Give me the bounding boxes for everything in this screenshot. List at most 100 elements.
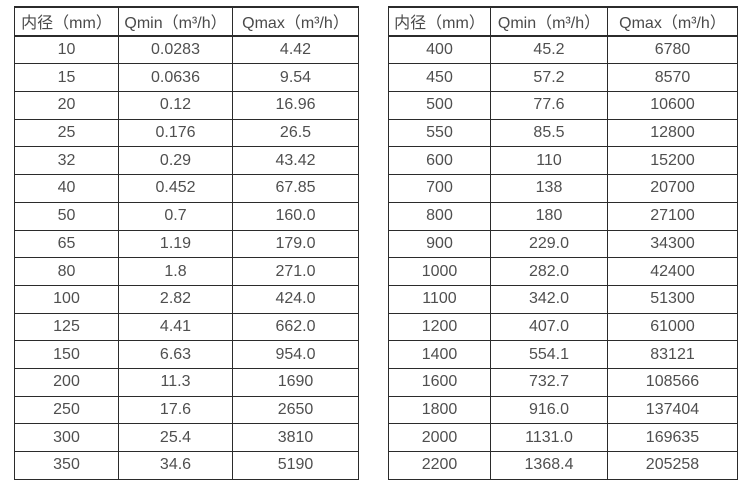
column-header: Qmax（m³/h）: [607, 6, 738, 37]
table-cell: 16.96: [232, 91, 359, 120]
table-cell: 5190: [232, 451, 359, 480]
table-row: 550 85.5 12800: [388, 118, 738, 148]
table-cell: 1100: [388, 284, 491, 314]
table-cell: 10600: [607, 91, 738, 120]
table-row: 25 0.176 26.5: [14, 118, 359, 148]
table-cell: 0.0636: [118, 63, 233, 93]
table-row: 65 1.19 179.0: [14, 229, 359, 259]
table-cell: 20: [14, 91, 119, 120]
table-cell: 600: [388, 146, 491, 176]
table-cell: 180: [490, 201, 608, 231]
table-row: 1600 732.7 108566: [388, 367, 738, 397]
table-cell: 500: [388, 91, 491, 120]
table-cell: 34300: [607, 229, 738, 259]
table-cell: 0.29: [118, 146, 233, 176]
table-cell: 400: [388, 35, 491, 65]
table-cell: 1.19: [118, 229, 233, 259]
table-row: 500 77.6 10600: [388, 91, 738, 120]
table-row: 1400 554.1 83121: [388, 340, 738, 369]
table-cell: 550: [388, 118, 491, 148]
table-cell: 1200: [388, 312, 491, 342]
table-cell: 271.0: [232, 257, 359, 286]
table-body: 400 45.2 6780 450 57.2 8570 500 77.6 10600 550 85.…: [388, 35, 738, 480]
table-cell: 20700: [607, 174, 738, 203]
table-body: 10 0.0283 4.42 15 0.0636 9.54 20 0.12 16.96 25 0.1…: [14, 35, 359, 480]
table-cell: 1690: [232, 367, 359, 397]
table-cell: 43.42: [232, 146, 359, 176]
table-cell: 0.176: [118, 118, 233, 148]
table-cell: 282.0: [490, 257, 608, 286]
table-cell: 732.7: [490, 367, 608, 397]
table-cell: 137404: [607, 395, 738, 425]
table-row: 1800 916.0 137404: [388, 395, 738, 425]
table-cell: 1400: [388, 340, 491, 369]
table-row: 1200 407.0 61000: [388, 312, 738, 342]
column-header: Qmin（m³/h）: [490, 6, 608, 37]
table-cell: 25.4: [118, 423, 233, 452]
table-cell: 3810: [232, 423, 359, 452]
table-cell: 169635: [607, 423, 738, 452]
table-cell: 138: [490, 174, 608, 203]
table-cell: 954.0: [232, 340, 359, 369]
table-cell: 205258: [607, 451, 738, 480]
table-cell: 342.0: [490, 284, 608, 314]
table-cell: 150: [14, 340, 119, 369]
table-cell: 65: [14, 229, 119, 259]
table-row: 80 1.8 271.0: [14, 257, 359, 286]
table-cell: 57.2: [490, 63, 608, 93]
table-cell: 700: [388, 174, 491, 203]
table-row: 15 0.0636 9.54: [14, 63, 359, 93]
table-cell: 229.0: [490, 229, 608, 259]
table-cell: 9.54: [232, 63, 359, 93]
table-cell: 50: [14, 201, 119, 231]
table-cell: 0.452: [118, 174, 233, 203]
table-cell: 160.0: [232, 201, 359, 231]
table-cell: 77.6: [490, 91, 608, 120]
table-cell: 2200: [388, 451, 491, 480]
header-row: 内径（mm） Qmin（m³/h） Qmax（m³/h）: [388, 6, 738, 37]
flow-table-small-diameters: 内径（mm） Qmin（m³/h） Qmax（m³/h） 10 0.0283 4.42 1…: [14, 6, 359, 480]
table-row: 2000 1131.0 169635: [388, 423, 738, 452]
table-cell: 51300: [607, 284, 738, 314]
table-cell: 554.1: [490, 340, 608, 369]
table-cell: 6780: [607, 35, 738, 65]
table-cell: 916.0: [490, 395, 608, 425]
table-cell: 407.0: [490, 312, 608, 342]
table-row: 100 2.82 424.0: [14, 284, 359, 314]
table-cell: 2.82: [118, 284, 233, 314]
table-cell: 61000: [607, 312, 738, 342]
column-header: Qmin（m³/h）: [118, 6, 233, 37]
table-row: 1000 282.0 42400: [388, 257, 738, 286]
table-row: 2200 1368.4 205258: [388, 451, 738, 480]
table-cell: 25: [14, 118, 119, 148]
table-cell: 1368.4: [490, 451, 608, 480]
table-cell: 2650: [232, 395, 359, 425]
table-cell: 250: [14, 395, 119, 425]
table-cell: 26.5: [232, 118, 359, 148]
table-cell: 6.63: [118, 340, 233, 369]
table-row: 300 25.4 3810: [14, 423, 359, 452]
table-cell: 1800: [388, 395, 491, 425]
table-row: 20 0.12 16.96: [14, 91, 359, 120]
table-row: 40 0.452 67.85: [14, 174, 359, 203]
table-cell: 15200: [607, 146, 738, 176]
table-cell: 85.5: [490, 118, 608, 148]
table-cell: 8570: [607, 63, 738, 93]
table-row: 400 45.2 6780: [388, 35, 738, 65]
table-row: 900 229.0 34300: [388, 229, 738, 259]
table-cell: 83121: [607, 340, 738, 369]
table-cell: 662.0: [232, 312, 359, 342]
table-cell: 125: [14, 312, 119, 342]
table-row: 32 0.29 43.42: [14, 146, 359, 176]
table-cell: 424.0: [232, 284, 359, 314]
table-cell: 350: [14, 451, 119, 480]
table-cell: 1131.0: [490, 423, 608, 452]
table-cell: 800: [388, 201, 491, 231]
table-cell: 32: [14, 146, 119, 176]
table-cell: 2000: [388, 423, 491, 452]
table-cell: 200: [14, 367, 119, 397]
table-cell: 11.3: [118, 367, 233, 397]
table-cell: 12800: [607, 118, 738, 148]
column-header: 内径（mm）: [14, 6, 119, 37]
